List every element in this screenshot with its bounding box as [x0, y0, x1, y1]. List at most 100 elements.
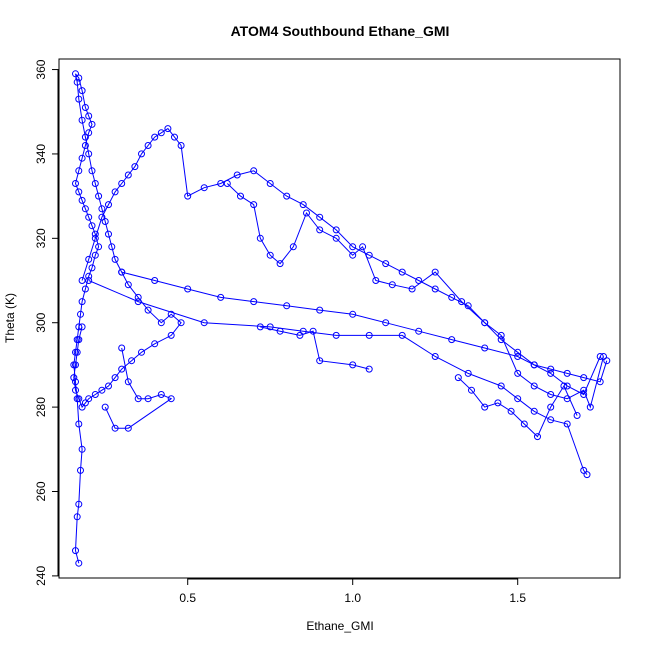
data-point	[88, 120, 96, 128]
data-point	[468, 386, 475, 394]
data-point	[111, 374, 119, 382]
data-point	[497, 382, 505, 390]
data-point	[124, 171, 132, 179]
data-point	[72, 361, 79, 369]
y-tick-label: 340	[34, 144, 48, 164]
data-point	[134, 395, 142, 403]
data-point	[81, 205, 89, 213]
data-point	[134, 298, 142, 306]
data-point	[458, 298, 466, 306]
data-point	[316, 306, 324, 314]
data-point	[481, 319, 489, 327]
data-point	[111, 255, 119, 263]
data-point	[464, 302, 472, 310]
data-point	[398, 331, 406, 339]
plot-frame	[58, 58, 621, 579]
data-point	[78, 196, 86, 204]
data-point	[494, 399, 502, 407]
plot-area	[70, 70, 611, 567]
data-point	[105, 230, 112, 238]
data-point	[514, 395, 522, 403]
data-point	[144, 306, 152, 314]
data-point	[75, 74, 83, 82]
data-point	[296, 331, 304, 339]
data-point	[167, 331, 175, 339]
data-point	[81, 133, 89, 141]
data-point	[157, 391, 165, 398]
data-point	[157, 319, 165, 327]
data-point	[408, 285, 416, 293]
data-point	[151, 277, 159, 284]
data-point	[316, 213, 324, 221]
data-point	[303, 209, 310, 217]
data-point	[73, 348, 81, 356]
y-tick-label: 320	[34, 228, 48, 248]
data-point	[177, 142, 185, 149]
y-tick-label: 360	[34, 59, 48, 79]
data-point	[431, 285, 439, 293]
data-point	[580, 374, 588, 382]
data-point	[111, 188, 119, 196]
data-point	[217, 180, 225, 187]
data-point	[283, 302, 291, 310]
data-point	[77, 310, 84, 318]
data-point	[78, 445, 86, 453]
data-point	[583, 471, 591, 479]
data-point	[105, 382, 112, 390]
data-point	[514, 369, 522, 377]
series-line-4	[88, 280, 588, 475]
data-point	[448, 293, 456, 301]
data-point	[75, 188, 83, 196]
data-point	[75, 167, 83, 175]
data-point	[316, 226, 324, 234]
data-point	[200, 184, 208, 192]
data-point	[167, 310, 175, 318]
data-point	[157, 129, 165, 137]
data-point	[75, 500, 83, 508]
data-point	[603, 357, 611, 365]
data-point	[600, 353, 607, 360]
data-point	[105, 201, 112, 209]
data-point	[332, 234, 340, 242]
data-point	[547, 365, 555, 373]
data-point	[72, 70, 79, 78]
data-point	[514, 353, 522, 360]
data-point	[530, 407, 538, 415]
data-point	[388, 281, 396, 289]
data-point	[382, 319, 390, 327]
data-point	[124, 281, 132, 289]
data-point	[85, 395, 93, 403]
data-point	[497, 331, 505, 339]
data-point	[78, 154, 86, 162]
data-point	[73, 78, 81, 86]
data-point	[573, 412, 581, 419]
data-point	[91, 234, 99, 242]
data-point	[85, 272, 93, 280]
data-point	[481, 403, 489, 411]
data-point	[75, 420, 83, 428]
data-point	[101, 403, 109, 411]
data-point	[283, 192, 291, 200]
data-point	[547, 416, 555, 424]
x-tick-label: 1.0	[344, 591, 361, 605]
data-point	[88, 167, 96, 175]
data-point	[78, 298, 86, 306]
data-point	[365, 365, 373, 373]
data-point	[464, 369, 472, 377]
x-axis-label: Ethane_GMI	[306, 619, 373, 633]
data-point	[547, 369, 555, 377]
y-axis: 240 260 280 300 320 340 360	[34, 59, 59, 586]
data-point	[266, 180, 274, 187]
data-point	[85, 213, 93, 221]
data-point	[108, 243, 116, 251]
data-point	[134, 293, 142, 301]
data-point	[250, 298, 258, 306]
data-point	[547, 391, 555, 398]
data-point	[448, 336, 456, 344]
data-point	[200, 319, 208, 327]
data-point	[85, 150, 93, 158]
data-point	[481, 344, 489, 352]
data-point	[250, 201, 258, 209]
y-tick-label: 300	[34, 312, 48, 332]
